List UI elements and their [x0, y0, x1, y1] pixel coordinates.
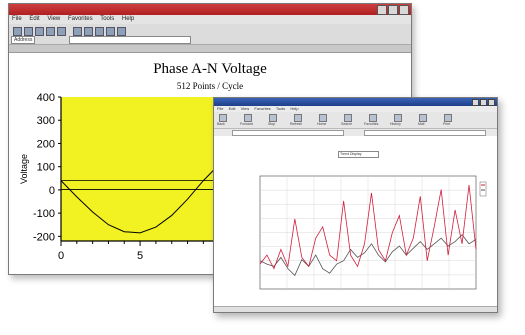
search-label: Search	[341, 122, 353, 126]
menu-edit[interactable]: Edit	[228, 106, 236, 111]
print-icon[interactable]	[444, 114, 452, 122]
mail-label: Mail	[418, 122, 425, 126]
forward-icon[interactable]	[24, 27, 33, 36]
trend-window: File Edit View Favorites Tools Help Back…	[213, 97, 498, 313]
home-icon[interactable]	[57, 27, 66, 36]
forward-icon[interactable]	[244, 114, 252, 122]
y-tick-label: 0	[49, 185, 55, 197]
menu-edit[interactable]: Edit	[29, 16, 40, 22]
back-icon[interactable]	[219, 114, 227, 122]
menu-tools[interactable]: Tools	[100, 16, 115, 22]
menu-file[interactable]: File	[217, 106, 224, 111]
refresh-icon[interactable]	[294, 114, 302, 122]
maximize-button[interactable]	[480, 99, 487, 106]
history-icon[interactable]	[95, 27, 104, 36]
menu-help[interactable]: Help	[121, 16, 135, 22]
stop-icon[interactable]	[35, 27, 44, 36]
menu-favorites[interactable]: Favorites	[254, 106, 271, 111]
mail-icon[interactable]	[106, 27, 115, 36]
print-icon[interactable]	[117, 27, 126, 36]
window-buttons	[377, 5, 409, 15]
address-input[interactable]	[69, 36, 191, 44]
chart-title: Phase A-N Voltage	[153, 61, 267, 77]
legend-box	[479, 181, 487, 197]
display-selector[interactable]: Trend Display	[338, 151, 379, 158]
back-label: Back	[217, 122, 225, 126]
page-content: Trend Display	[214, 136, 497, 307]
refresh-label: Refresh	[290, 122, 303, 126]
y-tick-label: 300	[37, 115, 55, 127]
maximize-button[interactable]	[388, 5, 398, 15]
y-tick-label: 400	[37, 92, 55, 104]
history-icon[interactable]	[394, 114, 402, 122]
favorites-label: Favorites	[364, 122, 379, 126]
menu-tools[interactable]: Tools	[275, 106, 286, 111]
links-field[interactable]	[364, 130, 486, 136]
menu-help[interactable]: Help	[290, 106, 299, 111]
address-input[interactable]	[232, 130, 344, 136]
trend-window-titlebar	[214, 98, 497, 106]
home-label: Home	[317, 122, 327, 126]
mail-icon[interactable]	[419, 114, 427, 122]
links-bar	[9, 45, 411, 53]
address-label: Address	[11, 36, 36, 44]
main-window-titlebar	[9, 4, 411, 15]
toolbar: Address	[9, 24, 411, 45]
back-icon[interactable]	[13, 27, 22, 36]
minimize-button[interactable]	[377, 5, 387, 15]
y-axis-label: Voltage	[19, 154, 29, 184]
toolbar: Back Forward Stop Refresh Home Search Fa…	[214, 112, 497, 129]
search-icon[interactable]	[73, 27, 82, 36]
y-tick-label: -200	[33, 231, 55, 243]
refresh-icon[interactable]	[46, 27, 55, 36]
minimize-button[interactable]	[472, 99, 479, 106]
stop-label: Stop	[268, 122, 276, 126]
stop-icon[interactable]	[269, 114, 277, 122]
x-tick-label: 5	[137, 250, 143, 262]
chart-subtitle: 512 Points / Cycle	[176, 81, 244, 91]
home-icon[interactable]	[319, 114, 327, 122]
menu-favorites[interactable]: Favorites	[67, 16, 93, 22]
menu-bar: File Edit View Favorites Tools Help	[214, 106, 497, 112]
favorites-icon[interactable]	[369, 114, 377, 122]
y-tick-label: 200	[37, 138, 55, 150]
close-button[interactable]	[488, 99, 495, 106]
favorites-icon[interactable]	[84, 27, 93, 36]
search-icon[interactable]	[344, 114, 352, 122]
status-bar	[214, 306, 497, 312]
menu-view[interactable]: View	[240, 106, 250, 111]
trend-series-red	[259, 184, 477, 270]
y-tick-label: -100	[33, 208, 55, 220]
x-tick-label: 0	[58, 250, 64, 262]
close-button[interactable]	[399, 5, 409, 15]
window-buttons	[472, 99, 495, 106]
y-tick-label: 100	[37, 162, 55, 174]
menu-file[interactable]: File	[12, 16, 22, 22]
forward-label: Forward	[240, 122, 253, 126]
trend-series-gray	[259, 234, 477, 277]
trend-chart	[259, 175, 487, 290]
menu-bar: File Edit View Favorites Tools Help	[9, 15, 411, 24]
menu-view[interactable]: View	[47, 16, 61, 22]
history-label: History	[390, 122, 401, 126]
print-label: Print	[443, 122, 451, 126]
